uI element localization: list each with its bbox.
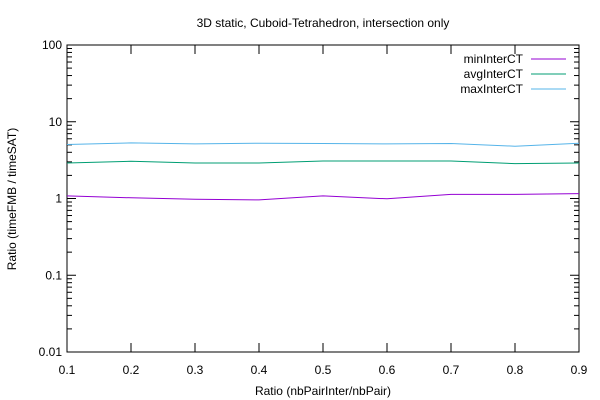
x-tick-label: 0.9 xyxy=(571,363,588,377)
chart-title: 3D static, Cuboid-Tetrahedron, intersect… xyxy=(197,16,450,30)
y-tick-label: 10 xyxy=(49,115,63,129)
y-axis-label: Ratio (timeFMB / timeSAT) xyxy=(5,128,19,270)
y-axis: 0.01 0.1 1 10 100 xyxy=(39,38,579,359)
y-tick-label: 0.1 xyxy=(45,268,62,282)
series-line-maxInterCT xyxy=(66,142,580,147)
x-tick-label: 0.1 xyxy=(59,363,76,377)
series-lines xyxy=(66,142,580,201)
series-line-minInterCT xyxy=(66,193,580,201)
legend-label: maxInterCT xyxy=(460,82,523,96)
legend-label: avgInterCT xyxy=(464,67,524,81)
x-axis-label: Ratio (nbPairInter/nbPair) xyxy=(255,384,391,398)
series-line-avgInterCT xyxy=(66,160,580,165)
x-tick-label: 0.2 xyxy=(123,363,140,377)
y-tick-label: 100 xyxy=(42,38,62,52)
x-tick-label: 0.4 xyxy=(251,363,268,377)
x-tick-label: 0.5 xyxy=(315,363,332,377)
x-tick-label: 0.7 xyxy=(443,363,460,377)
y-tick-label: 0.01 xyxy=(39,345,63,359)
x-tick-label: 0.3 xyxy=(187,363,204,377)
y-tick-label: 1 xyxy=(55,192,62,206)
x-tick-label: 0.8 xyxy=(507,363,524,377)
x-axis: 0.1 0.2 0.3 0.4 0.5 0.6 0.7 0.8 0.9 xyxy=(59,45,588,377)
legend-label: minInterCT xyxy=(464,52,524,66)
x-tick-label: 0.6 xyxy=(379,363,396,377)
